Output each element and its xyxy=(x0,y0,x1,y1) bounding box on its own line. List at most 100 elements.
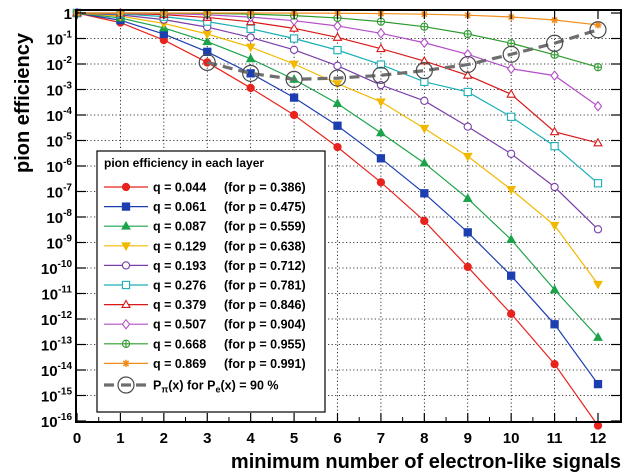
x-tick-label: 8 xyxy=(420,430,428,447)
data-point-square xyxy=(507,271,516,280)
data-point-square xyxy=(121,202,131,211)
legend-p: (for p = 0.991) xyxy=(224,357,306,371)
data-point-circle xyxy=(376,178,386,187)
x-tick-label: 11 xyxy=(547,430,563,447)
legend-item: q = 0.668 (for p = 0.955) xyxy=(104,337,306,351)
y-tick-exponent: -7 xyxy=(63,183,72,194)
legend-rows: q = 0.044 (for p = 0.386) q = 0.061 (for p … xyxy=(104,181,306,395)
y-tick-base: 10 xyxy=(41,363,58,380)
envelope-point xyxy=(459,55,477,74)
data-point-square xyxy=(550,320,559,329)
y-tick-base: 10 xyxy=(41,389,58,406)
legend-item: q = 0.276 (for p = 0.781) xyxy=(104,279,306,293)
data-point-triangle xyxy=(506,234,517,244)
envelope-point xyxy=(198,53,216,72)
legend-q: q = 0.869 xyxy=(153,357,206,371)
y-tick-base: 10 xyxy=(46,134,63,151)
legend-q: q = 0.129 xyxy=(153,239,206,253)
data-point-star xyxy=(594,21,602,29)
legend-envelope-b: (x) for P xyxy=(168,379,215,393)
x-tick-label: 7 xyxy=(377,430,385,447)
y-tick-exponent: -12 xyxy=(58,310,73,321)
legend-item: q = 0.129 (for p = 0.638) xyxy=(104,239,306,253)
legend-p: (for p = 0.904) xyxy=(224,318,306,332)
data-point-triangle xyxy=(419,55,430,65)
y-tick-label: 10-15 xyxy=(41,387,73,406)
y-tick-label: 10-6 xyxy=(46,157,72,176)
legend-item: q = 0.044 (for p = 0.386) xyxy=(104,181,306,195)
y-tick-exponent: -1 xyxy=(63,30,72,41)
y-tick-base: 1 xyxy=(64,6,72,23)
data-point-star xyxy=(122,359,130,367)
data-point-circle xyxy=(550,182,559,192)
data-point-circle xyxy=(333,142,342,152)
envelope-point xyxy=(242,64,260,82)
data-point-circle xyxy=(463,122,472,131)
y-tick-label: 10-9 xyxy=(46,234,72,253)
data-point-circle xyxy=(289,110,299,120)
legend-q: q = 0.193 xyxy=(153,259,206,273)
legend-p: (for p = 0.846) xyxy=(224,298,306,312)
legend: pion efficiency in each layer q = 0.044 (… xyxy=(96,150,326,413)
legend-envelope-a-sub: π xyxy=(161,385,168,395)
x-axis-title: minimum number of electron-like signals xyxy=(231,451,621,473)
data-point-square xyxy=(420,189,429,198)
legend-envelope-c: (x) = 90 % xyxy=(220,379,278,393)
y-tick-label: 1 xyxy=(64,6,72,23)
y-tick-base: 10 xyxy=(46,236,63,253)
envelope-point xyxy=(372,66,390,84)
data-point-square xyxy=(376,154,386,163)
data-point-circle xyxy=(289,45,299,54)
y-tick-label: 10-11 xyxy=(41,285,72,304)
x-tick-label: 6 xyxy=(333,430,341,447)
data-point-circle-plus xyxy=(376,17,386,26)
legend-q: q = 0.276 xyxy=(153,279,206,293)
data-point-circle xyxy=(121,182,131,192)
data-point-triangle xyxy=(419,157,430,167)
data-point-star xyxy=(550,16,559,24)
y-tick-base: 10 xyxy=(46,159,63,176)
y-tick-base: 10 xyxy=(41,338,58,355)
data-point-circle xyxy=(420,216,429,226)
data-point-square xyxy=(376,60,386,69)
y-tick-label: 10-7 xyxy=(46,183,72,202)
legend-box xyxy=(96,150,326,413)
y-tick-label: 10-12 xyxy=(41,310,73,329)
legend-envelope-a: P xyxy=(153,379,161,393)
data-point-triangle xyxy=(462,193,473,202)
data-point-circle xyxy=(121,261,131,270)
data-point-square xyxy=(333,45,342,55)
x-tick-label: 3 xyxy=(203,430,211,447)
data-point-triangle xyxy=(462,70,473,79)
data-point-circle xyxy=(507,309,516,318)
y-tick-base: 10 xyxy=(46,185,63,202)
data-point-circle-plus xyxy=(593,63,603,72)
y-tick-exponent: -10 xyxy=(58,259,73,270)
data-point-circle-plus xyxy=(121,339,131,348)
legend-p: (for p = 0.559) xyxy=(224,220,306,234)
envelope-line xyxy=(206,28,599,81)
y-tick-exponent: -6 xyxy=(63,157,72,168)
x-tick-label: 10 xyxy=(503,430,520,447)
series-layer xyxy=(72,7,603,430)
legend-p: (for p = 0.955) xyxy=(224,337,306,351)
data-point-diamond xyxy=(121,318,131,330)
legend-p: (for p = 0.781) xyxy=(224,279,306,293)
data-point-triangle xyxy=(376,43,386,53)
y-axis-title: pion efficiency xyxy=(12,32,34,173)
legend-p: (for p = 0.712) xyxy=(224,259,306,273)
y-tick-exponent: -16 xyxy=(58,412,73,423)
data-point-square xyxy=(550,142,559,151)
data-point-triangle xyxy=(332,32,343,41)
y-tick-base: 10 xyxy=(41,287,58,304)
data-point-triangle xyxy=(376,127,386,137)
data-point-square xyxy=(121,280,131,290)
data-point-circle xyxy=(593,421,603,430)
data-point-circle xyxy=(593,225,603,234)
data-point-diamond xyxy=(420,37,429,49)
y-tick-exponent: -15 xyxy=(58,387,73,398)
legend-p: (for p = 0.475) xyxy=(224,200,306,214)
y-tick-exponent: -5 xyxy=(63,132,72,143)
x-tick-label: 5 xyxy=(290,430,298,447)
data-point-circle xyxy=(420,96,429,105)
